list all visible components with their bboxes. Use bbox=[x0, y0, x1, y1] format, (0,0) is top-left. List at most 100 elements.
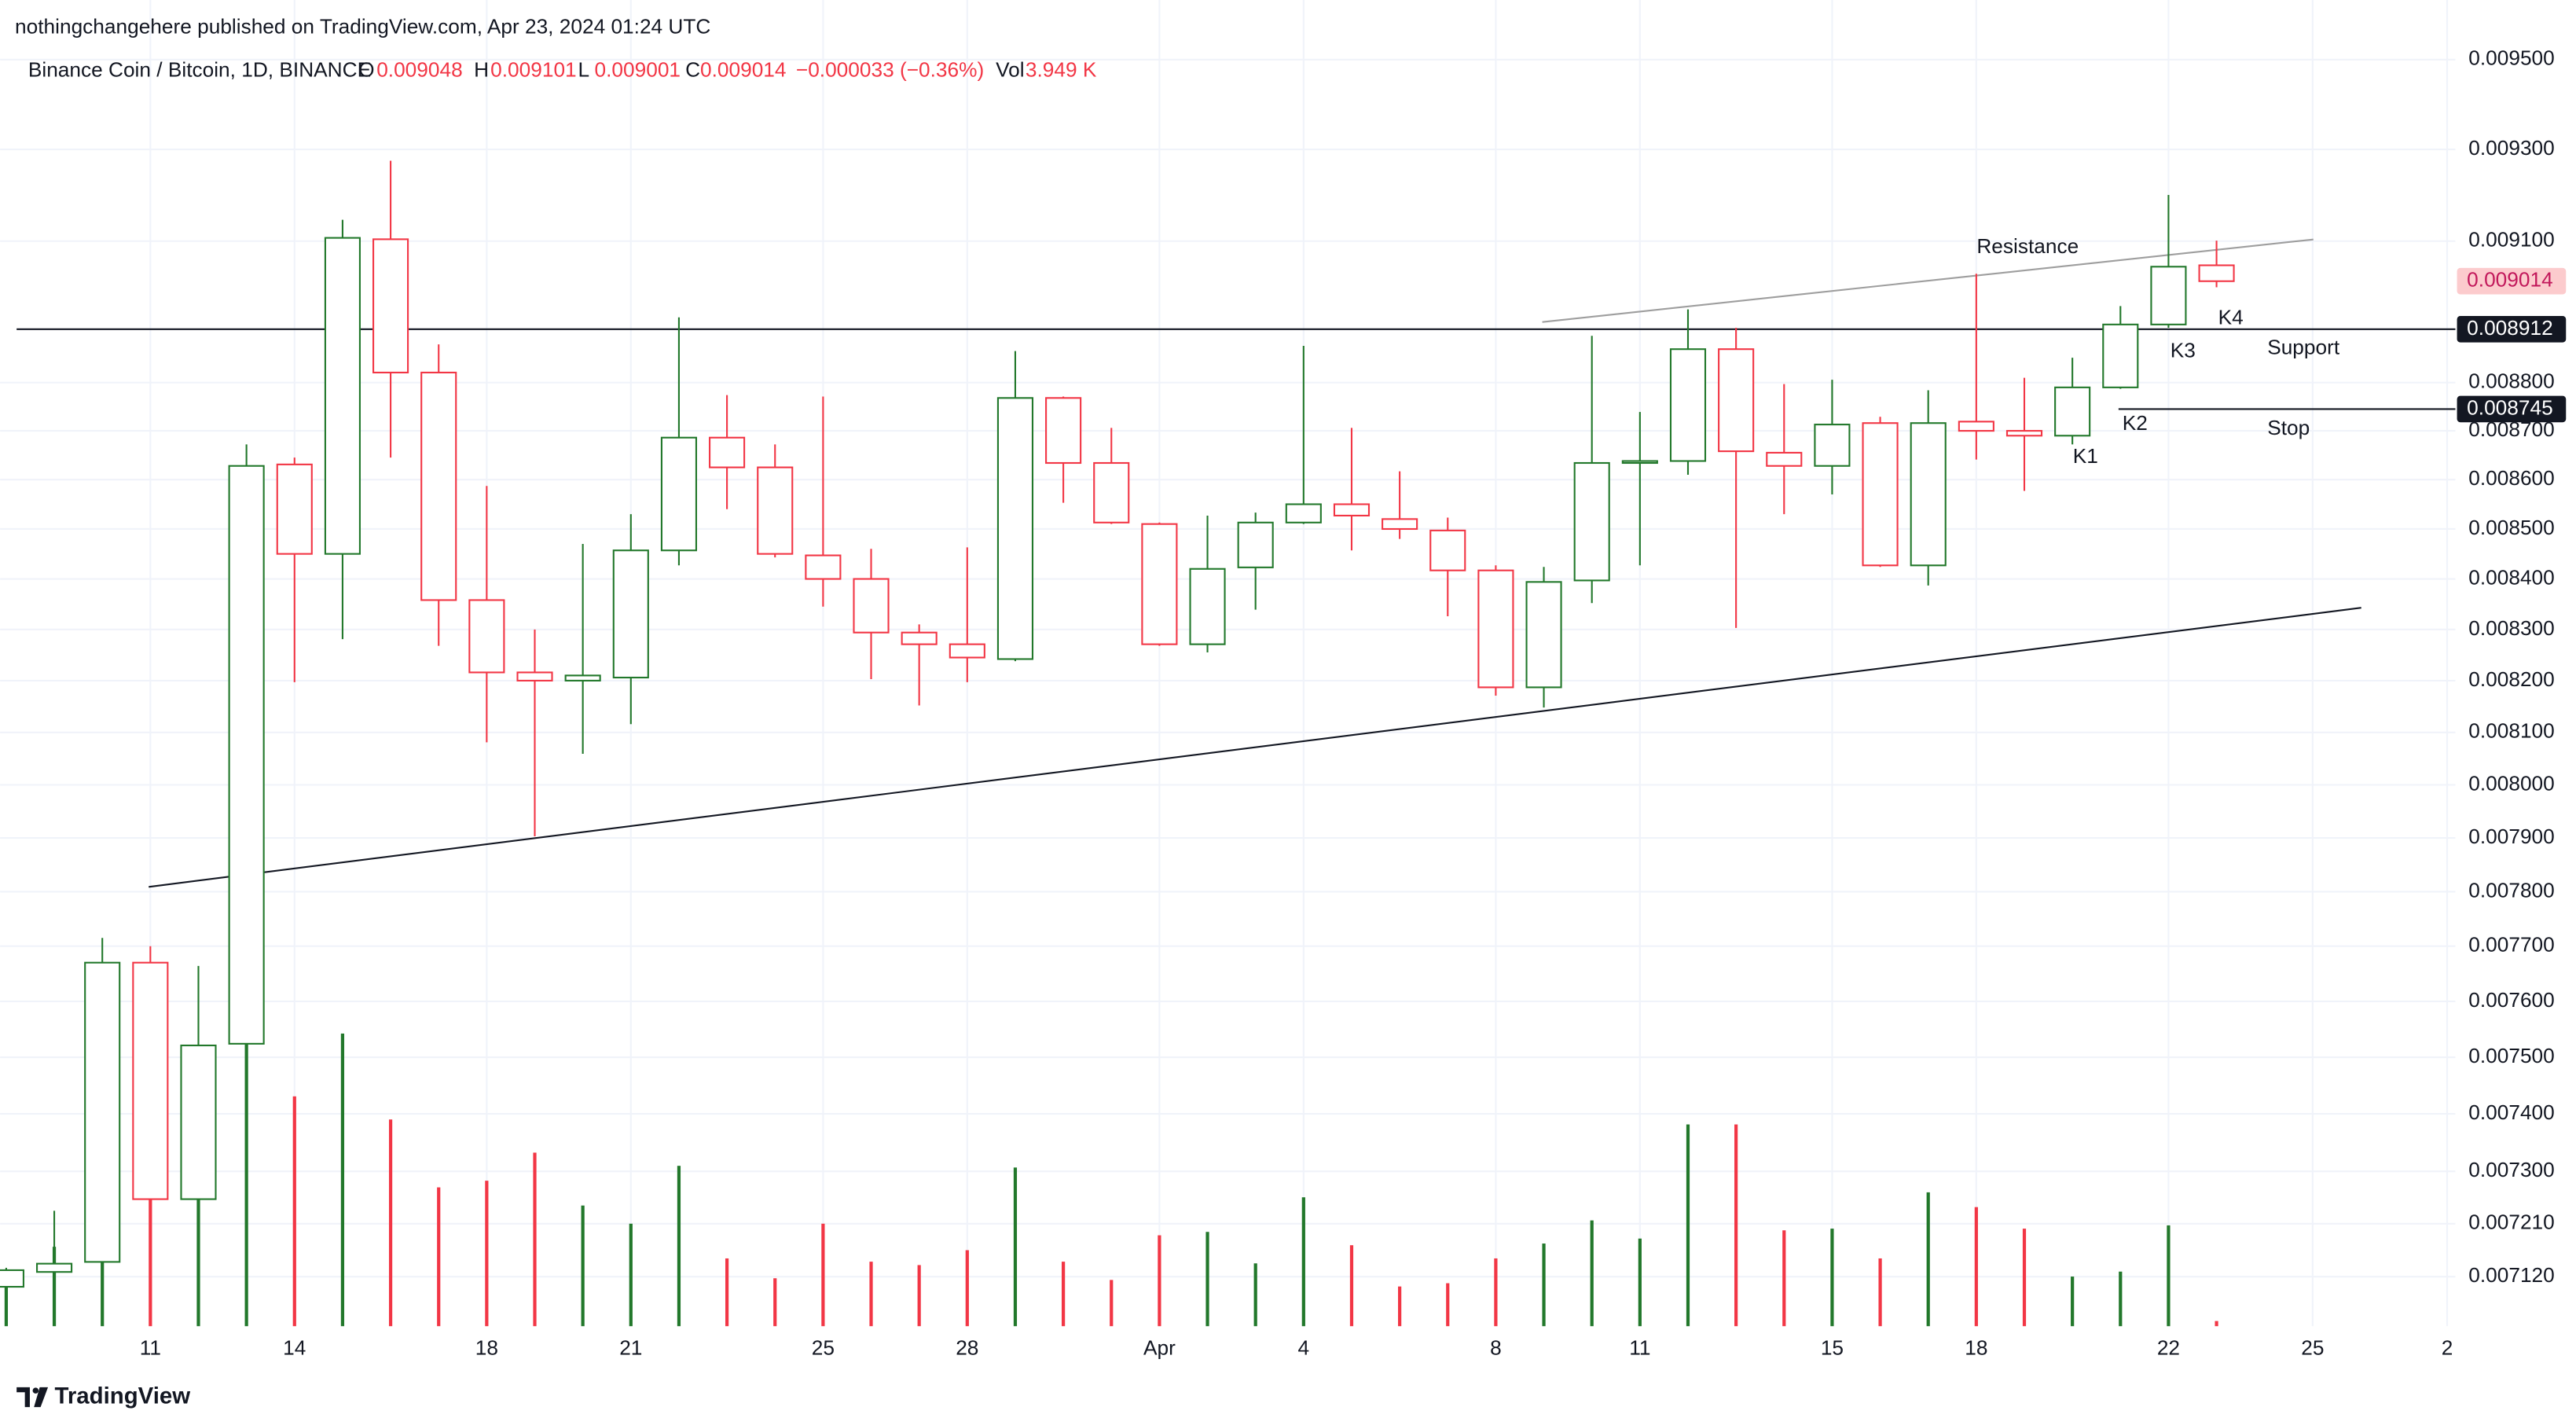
candle-body bbox=[709, 436, 746, 468]
volume-bar bbox=[1782, 1230, 1786, 1327]
candle-body bbox=[996, 397, 1034, 660]
price-label: 0.008912 bbox=[2467, 316, 2553, 340]
volume-pane bbox=[4, 1004, 2218, 1327]
annotation: Support bbox=[2267, 335, 2340, 358]
price-label-box bbox=[2457, 395, 2567, 423]
y-tick-label: 0.007210 bbox=[2468, 1210, 2555, 1234]
candle-body bbox=[660, 436, 698, 552]
y-tick-label: 0.007800 bbox=[2468, 878, 2555, 902]
volume-bar bbox=[388, 1119, 393, 1327]
annotation: Resistance bbox=[1976, 234, 2079, 258]
candle-body bbox=[901, 631, 938, 645]
volume-bar bbox=[1830, 1229, 1834, 1327]
legend-volume: 3.949 K bbox=[1026, 57, 1097, 81]
x-tick-label: 11 bbox=[140, 1336, 161, 1360]
y-tick-label: 0.007400 bbox=[2468, 1100, 2555, 1124]
x-tick-label: 8 bbox=[1490, 1336, 1502, 1360]
y-tick-label: 0.009500 bbox=[2468, 46, 2555, 70]
x-tick-label: 14 bbox=[283, 1336, 306, 1360]
candle-body bbox=[612, 549, 649, 679]
candle-body bbox=[1333, 503, 1371, 517]
candle-body bbox=[853, 578, 890, 634]
legend-open: 0.009048 bbox=[376, 57, 462, 81]
candle-body bbox=[1862, 422, 1899, 567]
volume-bar bbox=[2215, 1321, 2218, 1327]
x-tick-label: 28 bbox=[956, 1336, 978, 1360]
price-label: 0.008745 bbox=[2467, 395, 2553, 419]
volume-bar bbox=[581, 1205, 585, 1327]
volume-bar bbox=[4, 1271, 9, 1327]
volume-bar bbox=[2071, 1277, 2075, 1327]
x-tick-label: 18 bbox=[475, 1336, 498, 1360]
y-tick-label: 0.008100 bbox=[2468, 719, 2555, 743]
y-tick-label: 0.007900 bbox=[2468, 825, 2555, 848]
y-tick-label: 0.008200 bbox=[2468, 667, 2555, 691]
legend-letter: O bbox=[358, 57, 374, 81]
candle-body bbox=[1525, 581, 1562, 689]
candle-body bbox=[2054, 386, 2091, 437]
volume-bar bbox=[773, 1278, 777, 1327]
candle-body bbox=[1766, 451, 1803, 467]
candle-body bbox=[420, 371, 457, 601]
candle-body bbox=[1237, 521, 1274, 568]
x-tick-label: 21 bbox=[619, 1336, 642, 1360]
volume-bar bbox=[1494, 1258, 1498, 1327]
volume-bar bbox=[292, 1096, 296, 1327]
volume-bar bbox=[629, 1223, 633, 1327]
chart-title: Binance Coin / Bitcoin, 1D, BINANCE bbox=[28, 57, 371, 81]
annotation: K2 bbox=[2123, 411, 2148, 435]
volume-bar bbox=[677, 1166, 681, 1327]
x-tick-label: 4 bbox=[1298, 1336, 1310, 1360]
candle-body bbox=[1141, 523, 1178, 645]
volume-bar bbox=[1110, 1280, 1114, 1327]
last-price-box bbox=[2457, 267, 2567, 295]
y-tick-label: 0.008800 bbox=[2468, 369, 2555, 393]
candle-body bbox=[1093, 461, 1130, 523]
x-tick-label: 25 bbox=[812, 1336, 835, 1360]
volume-bar bbox=[1590, 1220, 1594, 1327]
candle-body bbox=[468, 599, 505, 674]
volume-bar bbox=[244, 1004, 248, 1327]
volume-bar bbox=[2119, 1271, 2123, 1327]
candle-body bbox=[949, 643, 985, 659]
y-tick-label: 0.008300 bbox=[2468, 616, 2555, 640]
candle-body bbox=[2005, 430, 2043, 437]
legend-vol-prefix: Vol bbox=[996, 57, 1025, 81]
y-tick-label: 0.007300 bbox=[2468, 1158, 2555, 1181]
candle-body bbox=[2102, 323, 2139, 388]
candle-body bbox=[1814, 424, 1851, 467]
y-tick-label: 0.007120 bbox=[2468, 1263, 2555, 1287]
legend-close: 0.009014 bbox=[700, 57, 787, 81]
volume-bar bbox=[1205, 1232, 1209, 1327]
candle-body bbox=[1958, 421, 1994, 432]
legend-letter: H bbox=[474, 57, 489, 81]
candle-body bbox=[1382, 518, 1418, 531]
candle-body bbox=[276, 463, 313, 555]
brand-logo bbox=[17, 1387, 49, 1408]
legend-change: −0.000033 (−0.36%) bbox=[796, 57, 984, 81]
volume-bar bbox=[196, 1129, 200, 1327]
volume-bar bbox=[340, 1033, 345, 1327]
candle-body bbox=[2198, 264, 2235, 282]
annotation: K1 bbox=[2073, 444, 2098, 468]
candle-body bbox=[1910, 422, 1947, 567]
legend-letter: L bbox=[578, 57, 590, 81]
candle-body bbox=[1477, 569, 1514, 689]
y-tick-label: 0.008400 bbox=[2468, 565, 2555, 589]
x-tick-label: 2 bbox=[2442, 1336, 2453, 1360]
volume-bar bbox=[1926, 1192, 1930, 1327]
x-tick-label: 25 bbox=[2301, 1336, 2324, 1360]
candle-body bbox=[35, 1262, 73, 1273]
volume-bar bbox=[1158, 1235, 1161, 1327]
candle-body bbox=[757, 466, 794, 555]
price-label-box bbox=[2457, 316, 2567, 343]
annotation: Stop bbox=[2267, 416, 2310, 439]
published-note: nothingchangehere published on TradingVi… bbox=[15, 15, 710, 39]
volume-bar bbox=[1349, 1245, 1354, 1327]
volume-bar bbox=[52, 1247, 57, 1327]
candle-body bbox=[132, 961, 169, 1200]
candle-body bbox=[0, 1269, 24, 1288]
y-tick-label: 0.009100 bbox=[2468, 228, 2555, 252]
